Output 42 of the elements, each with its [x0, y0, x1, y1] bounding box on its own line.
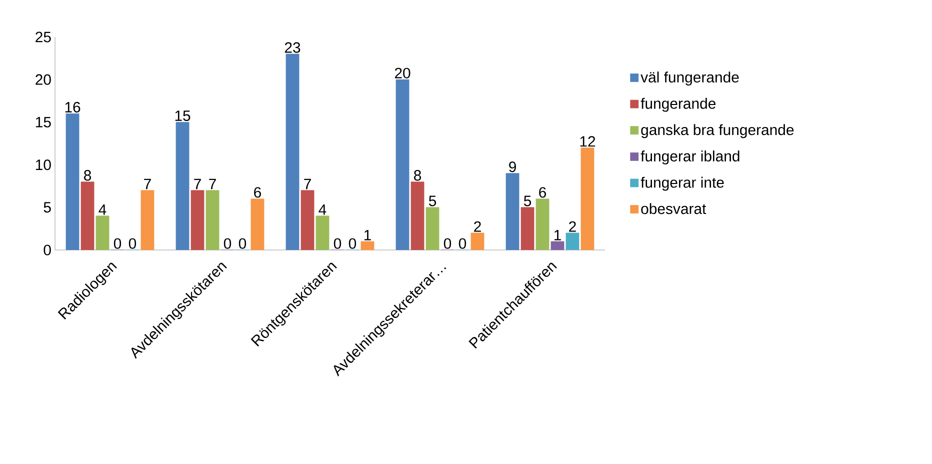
legend-label: ganska bra fungerande — [641, 124, 794, 138]
data-label: 0 — [444, 238, 452, 249]
data-label: 6 — [254, 187, 261, 198]
data-label: 5 — [428, 196, 436, 206]
data-label: 0 — [224, 238, 232, 249]
y-tick-label: 15 — [36, 116, 51, 128]
y-tick-label: 25 — [36, 32, 51, 42]
y-tick-label: 0 — [44, 244, 51, 256]
data-label: 0 — [114, 238, 122, 249]
y-tick-label: 10 — [36, 160, 51, 170]
data-label: 0 — [334, 238, 342, 249]
data-label: 5 — [524, 196, 532, 206]
data-label: 20 — [394, 68, 410, 78]
data-label: 6 — [539, 187, 546, 198]
data-label: 4 — [318, 204, 326, 215]
data-label: 12 — [580, 136, 596, 147]
data-label: 4 — [98, 204, 106, 215]
data-label: 0 — [238, 238, 246, 249]
legend-label: fungerar inte — [640, 176, 724, 191]
legend-label: fungerande — [640, 98, 716, 112]
data-label: 7 — [209, 178, 216, 190]
legend-label: väl fungerande — [640, 72, 739, 86]
data-label: 23 — [284, 42, 300, 53]
y-tick-label: 5 — [44, 202, 51, 213]
data-label: 7 — [194, 178, 201, 190]
data-label: 2 — [569, 221, 576, 232]
data-label: 8 — [414, 170, 422, 181]
data-label: 15 — [175, 110, 190, 121]
data-label: 0 — [458, 238, 466, 249]
data-label: 16 — [65, 102, 80, 112]
data-label: 0 — [348, 238, 356, 249]
data-label: 8 — [84, 170, 92, 181]
data-label: 1 — [554, 230, 561, 240]
data-label: 0 — [128, 238, 136, 249]
y-tick-label: 20 — [36, 74, 51, 85]
data-label: 1 — [364, 230, 371, 240]
legend-label: fungerar ibland — [640, 150, 740, 164]
data-label: 9 — [509, 162, 516, 172]
data-label: 7 — [304, 178, 311, 190]
data-label: 2 — [474, 221, 481, 232]
legend-label: obesvarat — [641, 203, 706, 214]
data-label: 7 — [144, 178, 151, 190]
